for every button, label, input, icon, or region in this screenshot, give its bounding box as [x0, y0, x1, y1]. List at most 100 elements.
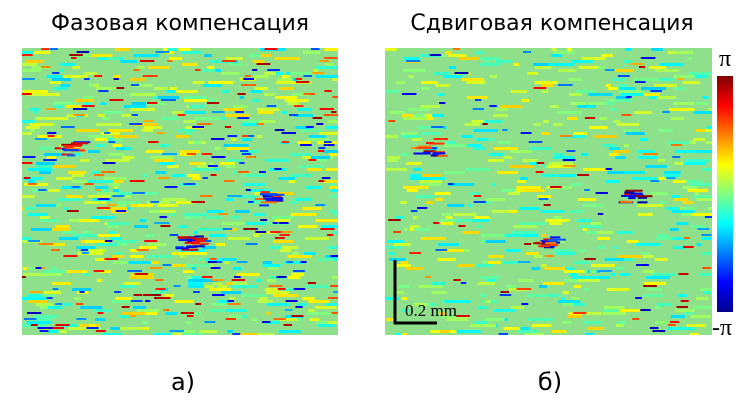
- noise-streak: [295, 306, 302, 308]
- noise-streak: [242, 135, 249, 137]
- noise-streak: [257, 63, 271, 65]
- noise-streak: [30, 123, 53, 126]
- noise-streak: [668, 141, 689, 144]
- noise-streak: [641, 57, 655, 59]
- noise-streak: [103, 177, 126, 180]
- noise-streak: [39, 93, 60, 96]
- noise-streak: [246, 189, 251, 191]
- noise-streak: [613, 150, 629, 153]
- noise-streak: [265, 288, 279, 291]
- noise-streak: [19, 207, 24, 210]
- noise-streak: [220, 162, 235, 165]
- noise-streak: [594, 135, 616, 138]
- noise-streak: [22, 132, 32, 135]
- noise-streak: [139, 246, 157, 249]
- noise-streak: [83, 273, 90, 276]
- noise-streak: [116, 240, 137, 243]
- noise-streak: [28, 168, 52, 171]
- noise-streak: [76, 246, 95, 249]
- noise-streak: [130, 78, 146, 81]
- noise-streak: [330, 183, 336, 186]
- noise-streak: [475, 264, 494, 267]
- noise-streak: [160, 144, 169, 147]
- noise-streak: [183, 270, 194, 273]
- noise-streak: [208, 165, 218, 167]
- noise-streak: [393, 231, 401, 233]
- noise-streak: [635, 297, 642, 299]
- noise-streak: [324, 141, 332, 143]
- noise-streak: [403, 117, 427, 120]
- noise-streak: [21, 195, 35, 198]
- noise-streak: [598, 270, 612, 272]
- noise-streak: [686, 180, 701, 183]
- noise-streak: [233, 267, 242, 270]
- noise-streak: [294, 105, 303, 107]
- noise-streak: [191, 201, 205, 203]
- noise-streak: [676, 309, 695, 312]
- noise-streak: [510, 150, 532, 153]
- noise-streak: [658, 159, 665, 162]
- noise-streak: [523, 189, 545, 192]
- noise-streak: [233, 105, 247, 108]
- noise-streak: [120, 60, 137, 63]
- noise-streak: [127, 270, 142, 272]
- noise-streak: [479, 57, 500, 60]
- noise-streak: [97, 207, 110, 209]
- noise-streak: [652, 192, 667, 195]
- noise-streak: [303, 75, 312, 77]
- noise-streak: [519, 279, 534, 282]
- noise-streak: [635, 195, 652, 197]
- noise-streak: [433, 72, 449, 75]
- noise-streak: [124, 282, 140, 285]
- noise-streak: [521, 303, 528, 305]
- noise-streak: [33, 315, 58, 318]
- noise-streak: [552, 48, 557, 51]
- noise-streak: [304, 252, 316, 255]
- noise-streak: [683, 81, 700, 84]
- noise-streak: [114, 78, 119, 80]
- noise-streak: [128, 261, 151, 264]
- noise-streak: [130, 255, 143, 258]
- noise-streak: [235, 111, 244, 113]
- noise-streak: [435, 192, 451, 195]
- noise-streak: [331, 189, 353, 192]
- noise-streak: [693, 138, 705, 141]
- noise-streak: [260, 297, 267, 300]
- noise-streak: [118, 201, 140, 204]
- noise-streak: [610, 273, 615, 276]
- noise-streak: [47, 156, 56, 159]
- noise-streak: [230, 63, 242, 66]
- noise-streak: [606, 84, 611, 87]
- noise-streak: [150, 156, 173, 159]
- noise-streak: [91, 54, 112, 57]
- noise-streak: [172, 252, 190, 255]
- noise-streak: [606, 168, 612, 170]
- noise-streak: [563, 159, 576, 161]
- noise-streak: [401, 261, 409, 264]
- noise-streak: [500, 294, 511, 296]
- noise-streak: [598, 237, 610, 240]
- noise-streak: [396, 333, 401, 336]
- noise-streak: [332, 78, 351, 81]
- noise-streak: [615, 69, 634, 72]
- noise-streak: [324, 90, 331, 92]
- noise-streak: [651, 48, 663, 51]
- noise-streak: [193, 291, 200, 293]
- noise-streak: [567, 48, 572, 51]
- noise-streak: [421, 105, 441, 108]
- noise-streak: [231, 138, 236, 141]
- noise-streak: [403, 69, 425, 72]
- noise-streak: [162, 153, 177, 155]
- noise-streak: [473, 147, 486, 150]
- noise-streak: [617, 231, 633, 234]
- noise-streak: [683, 201, 693, 204]
- noise-streak: [44, 291, 61, 294]
- noise-streak: [261, 54, 272, 57]
- noise-streak: [18, 276, 26, 278]
- noise-streak: [617, 123, 639, 126]
- noise-streak: [462, 135, 473, 138]
- noise-streak: [630, 63, 644, 65]
- noise-streak: [31, 129, 35, 132]
- noise-streak: [542, 90, 549, 93]
- noise-streak: [690, 183, 712, 186]
